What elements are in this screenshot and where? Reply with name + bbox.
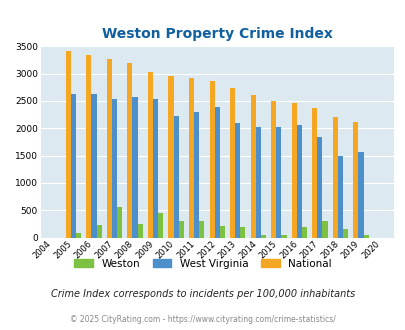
Bar [137, 224, 143, 238]
Bar [317, 137, 322, 238]
Bar [107, 59, 112, 238]
Bar [71, 94, 76, 238]
Bar [112, 99, 117, 238]
Bar [153, 99, 158, 238]
Bar [281, 235, 286, 238]
Bar [147, 72, 153, 238]
Bar [209, 81, 214, 238]
Bar [311, 108, 317, 238]
Text: Crime Index corresponds to incidents per 100,000 inhabitants: Crime Index corresponds to incidents per… [51, 289, 354, 299]
Bar [132, 97, 137, 238]
Bar [230, 88, 234, 238]
Bar [199, 221, 204, 238]
Bar [234, 123, 240, 238]
Bar [219, 226, 224, 238]
Bar [117, 207, 122, 238]
Bar [337, 156, 342, 238]
Bar [188, 79, 194, 238]
Legend: Weston, West Virginia, National: Weston, West Virginia, National [70, 254, 335, 273]
Bar [76, 233, 81, 238]
Bar [91, 94, 96, 238]
Bar [342, 229, 347, 238]
Bar [168, 76, 173, 238]
Bar [86, 55, 91, 238]
Bar [173, 116, 178, 238]
Bar [271, 101, 275, 238]
Bar [127, 63, 132, 238]
Bar [275, 127, 281, 238]
Bar [358, 152, 362, 238]
Bar [250, 95, 255, 238]
Bar [194, 113, 199, 238]
Bar [301, 227, 306, 238]
Bar [66, 51, 71, 238]
Bar [332, 117, 337, 238]
Bar [255, 127, 260, 238]
Bar [240, 227, 245, 238]
Title: Weston Property Crime Index: Weston Property Crime Index [102, 27, 332, 41]
Bar [260, 235, 265, 238]
Bar [296, 125, 301, 238]
Bar [214, 108, 219, 238]
Bar [96, 225, 101, 238]
Bar [178, 221, 183, 238]
Bar [322, 221, 327, 238]
Text: © 2025 CityRating.com - https://www.cityrating.com/crime-statistics/: © 2025 CityRating.com - https://www.city… [70, 315, 335, 324]
Bar [158, 213, 163, 238]
Bar [362, 235, 368, 238]
Bar [291, 103, 296, 238]
Bar [352, 122, 358, 238]
